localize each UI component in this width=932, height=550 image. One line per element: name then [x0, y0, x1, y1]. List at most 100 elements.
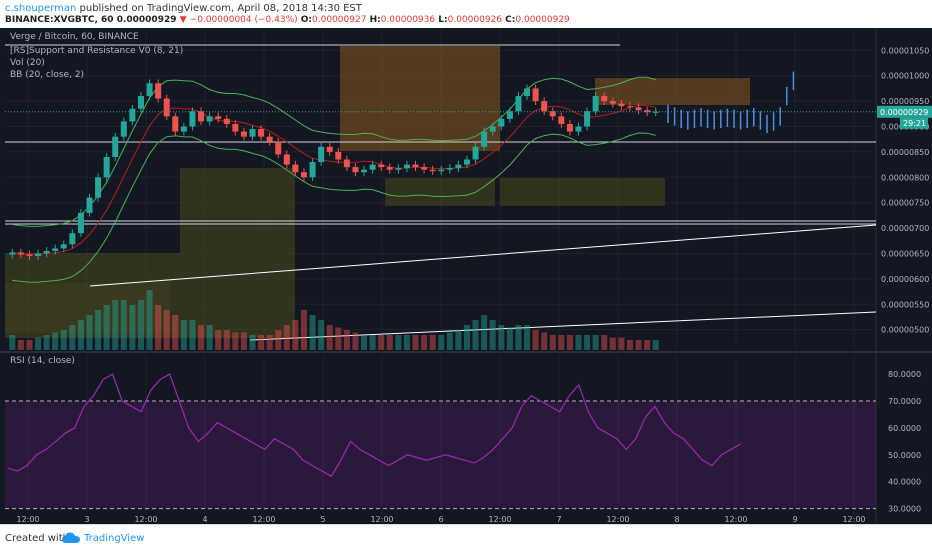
candle-body — [258, 129, 265, 137]
support-zone — [500, 178, 665, 206]
candle-body — [26, 254, 33, 257]
volume-bar — [506, 327, 513, 350]
tradingview-brand-link[interactable]: TradingView — [84, 533, 145, 544]
volume-bar — [9, 335, 16, 350]
time-tick-label: 12:00 — [252, 515, 275, 524]
rsi-band — [5, 401, 876, 509]
countdown-badge-bg — [900, 117, 928, 129]
bb-basis-line — [12, 104, 656, 255]
candle-body — [343, 159, 350, 168]
candle-body — [223, 118, 230, 124]
chart-header: c.shouperman published on TradingView.co… — [0, 0, 932, 28]
candle-body — [275, 141, 282, 155]
legend-bollinger[interactable]: BB (20, close, 2) — [10, 70, 85, 80]
volume-bar — [481, 315, 488, 350]
volume-bar — [532, 330, 539, 350]
volume-bar — [163, 310, 170, 350]
candle-body — [549, 111, 556, 117]
volume-bar — [240, 332, 247, 350]
candle-body — [335, 151, 342, 160]
time-tick-label: 8 — [674, 515, 679, 524]
volume-bar — [103, 305, 110, 350]
legend-rsi[interactable]: RSI (14, close) — [10, 356, 75, 366]
volume-bar — [146, 290, 153, 350]
candle-body — [86, 197, 93, 213]
rsi-tick-label: 70.0000 — [888, 397, 921, 406]
volume-bar — [249, 335, 256, 350]
time-tick-label: 12:00 — [606, 515, 629, 524]
close-value: 0.00000929 — [515, 15, 570, 25]
volume-bar — [129, 305, 136, 350]
time-tick-label: 7 — [556, 515, 561, 524]
volume-bar — [386, 335, 393, 350]
candle-body — [52, 248, 59, 251]
candle-body — [575, 126, 582, 132]
time-tick-label: 12:00 — [724, 515, 747, 524]
candle-body — [137, 96, 144, 109]
volume-bar — [215, 330, 222, 350]
candle-body — [592, 96, 599, 112]
volume-bar — [223, 330, 230, 350]
candle-body — [532, 88, 539, 102]
price-badge-bg — [877, 105, 932, 118]
volume-bar — [472, 320, 479, 350]
candle-body — [163, 98, 170, 117]
volume-bar — [343, 330, 350, 350]
rsi-tick-label: 50.0000 — [888, 451, 921, 460]
trend-line — [89, 224, 877, 287]
volume-bar — [463, 325, 470, 350]
legend-volume[interactable]: Vol (20) — [10, 58, 45, 68]
volume-bar — [172, 315, 179, 350]
candle-body — [626, 106, 633, 108]
open-value: 0.00000927 — [312, 15, 367, 25]
candle-body — [652, 111, 659, 113]
volume-bar — [60, 330, 67, 350]
candle-body — [180, 126, 187, 132]
time-tick-label: 6 — [438, 515, 443, 524]
chart-area[interactable]: 0.000010500.000010000.000009500.00000900… — [0, 28, 932, 524]
symbol-label: BINANCE:XVGBTC, 60 — [5, 15, 114, 25]
candle-body — [438, 169, 445, 172]
volume-bar — [395, 335, 402, 350]
candle-body — [318, 146, 325, 163]
time-tick-label: 4 — [202, 515, 207, 524]
volume-bar — [369, 335, 376, 350]
legend-sr-indicator[interactable]: [RS]Support and Resistance V0 (8, 21) — [10, 46, 184, 56]
volume-bar — [17, 340, 24, 350]
volume-bar — [361, 335, 368, 350]
time-tick-label: 12:00 — [370, 515, 393, 524]
volume-bar — [137, 300, 144, 350]
volume-bar — [283, 325, 290, 350]
author-link[interactable]: c.shouperman — [5, 3, 77, 14]
candle-body — [43, 250, 50, 254]
candle-body — [369, 164, 376, 170]
candle-body — [524, 88, 531, 97]
volume-bar — [498, 325, 505, 350]
bb-lower-line — [12, 132, 656, 283]
volume-bar — [292, 320, 299, 350]
candle-body — [498, 118, 505, 127]
resistance-zone — [595, 78, 750, 105]
candle-body — [266, 136, 273, 142]
volume-bar — [77, 320, 84, 350]
volume-bar — [429, 335, 436, 350]
candle-body — [326, 146, 333, 152]
volume-bar — [335, 327, 342, 350]
volume-bar — [275, 330, 282, 350]
candle-body — [146, 83, 153, 97]
volume-bar — [403, 335, 410, 350]
price-tick-label: 0.00000750 — [881, 199, 929, 208]
price-tick-label: 0.00001050 — [881, 46, 929, 55]
candle-body — [352, 167, 359, 173]
trend-line — [249, 311, 877, 341]
support-zone — [385, 178, 495, 206]
candle-body — [35, 253, 42, 257]
price-chart-svg[interactable]: 0.000010500.000010000.000009500.00000900… — [0, 28, 932, 524]
created-with-text: Created with — [5, 533, 69, 544]
candle-body — [232, 123, 239, 132]
rsi-tick-label: 40.0000 — [888, 478, 921, 487]
rsi-line — [7, 373, 741, 478]
volume-bar — [95, 310, 102, 350]
volume-bar — [618, 337, 625, 350]
candle-body — [472, 146, 479, 160]
